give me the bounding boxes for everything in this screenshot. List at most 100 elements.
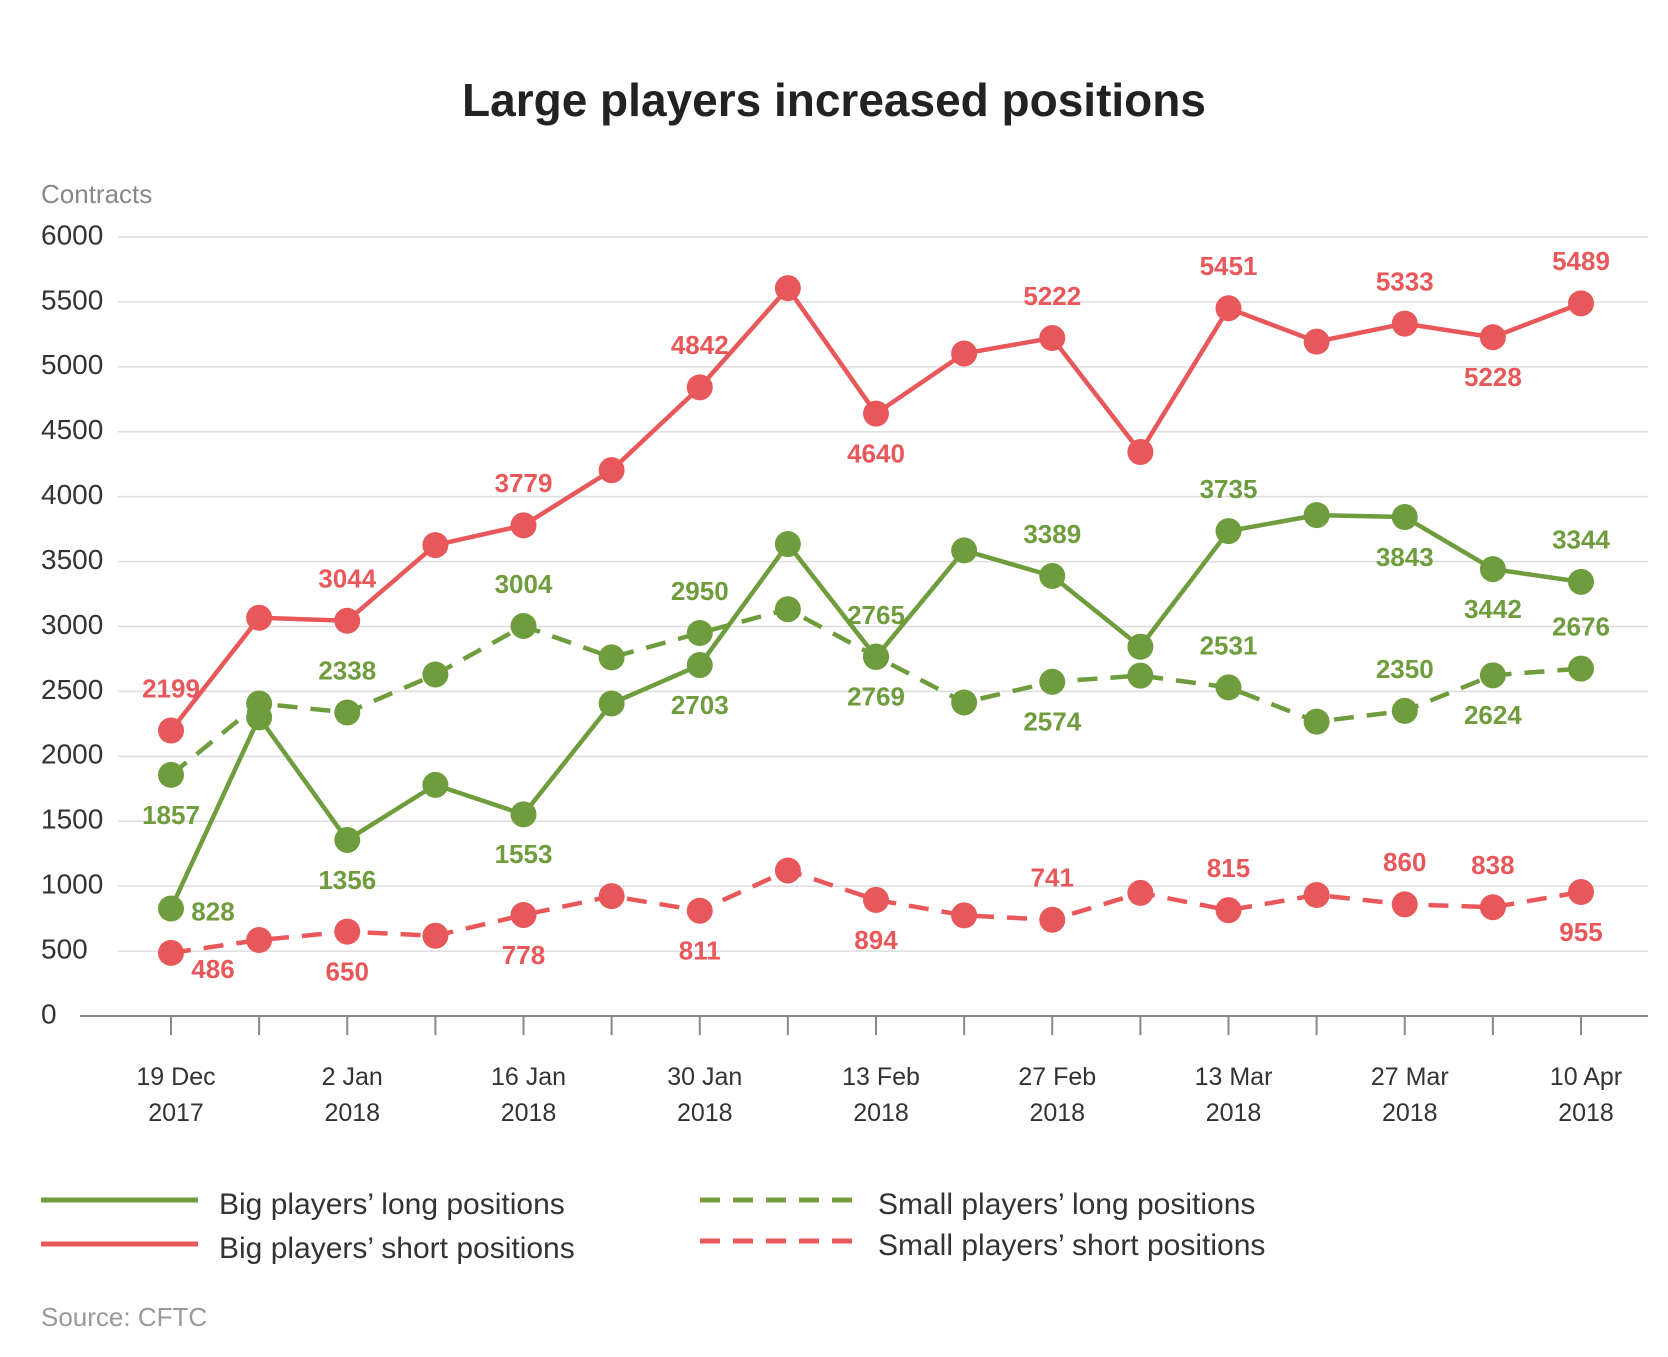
data-point — [951, 537, 978, 564]
data-label: 3389 — [1023, 519, 1081, 549]
data-point — [1127, 662, 1154, 689]
data-point — [951, 340, 978, 367]
data-point — [1127, 439, 1154, 466]
x-tick-label: 30 Jan 2018 — [667, 1063, 743, 1127]
data-point — [1215, 897, 1242, 924]
y-tick-label: 3500 — [41, 544, 103, 575]
data-point — [246, 927, 273, 954]
y-tick-label: 5000 — [41, 349, 103, 380]
data-point — [422, 532, 449, 559]
y-tick-label: 0 — [41, 998, 57, 1029]
data-point — [1479, 556, 1506, 583]
data-point — [1391, 504, 1418, 531]
data-label: 2676 — [1552, 611, 1610, 641]
x-tick-label: 13 Feb 2018 — [842, 1063, 920, 1127]
data-label: 650 — [326, 956, 369, 986]
data-label: 2531 — [1200, 630, 1258, 660]
data-point — [1479, 324, 1506, 351]
data-point — [1303, 328, 1330, 355]
x-tick-label: 13 Mar 2018 — [1194, 1063, 1273, 1127]
x-tick-label: 2 Jan 2018 — [321, 1063, 383, 1127]
data-point — [863, 643, 889, 670]
data-label: 5222 — [1023, 281, 1081, 311]
data-label: 1857 — [142, 800, 200, 830]
series-line — [168, 512, 1582, 910]
data-point — [598, 690, 625, 717]
legend-label: Small players’ long positions — [878, 1188, 1255, 1221]
data-label: 3442 — [1464, 594, 1522, 624]
data-point — [1039, 668, 1066, 695]
data-point — [1391, 310, 1418, 337]
data-point — [1127, 633, 1154, 660]
data-label: 4842 — [671, 330, 729, 360]
legend-label: Big players’ short positions — [219, 1232, 575, 1265]
x-tick-label: 10 Apr 2018 — [1549, 1063, 1623, 1127]
x-tick-label: 16 Jan 2018 — [490, 1063, 567, 1127]
data-point — [1303, 708, 1330, 735]
data-label: 828 — [191, 896, 234, 926]
y-tick-label: 1500 — [41, 804, 103, 835]
y-tick-label: 2500 — [41, 674, 103, 705]
data-label: 2703 — [671, 690, 729, 720]
data-point — [686, 652, 713, 679]
y-tick-label: 2000 — [41, 739, 103, 770]
y-tick-label: 1000 — [41, 869, 103, 900]
data-point — [422, 661, 449, 688]
data-point — [334, 699, 361, 726]
data-point — [1215, 295, 1242, 322]
data-point — [246, 690, 273, 717]
data-point — [1303, 881, 1330, 908]
data-point — [1391, 697, 1418, 724]
series-line — [170, 868, 1582, 956]
data-label: 1356 — [318, 865, 376, 895]
data-point — [686, 374, 713, 401]
data-point — [334, 918, 361, 945]
data-point — [1568, 655, 1594, 682]
data-label: 5333 — [1376, 266, 1434, 296]
data-point — [863, 400, 889, 427]
x-tick-label: 27 Feb 2018 — [1018, 1063, 1097, 1127]
data-point — [1303, 502, 1330, 529]
data-point — [1568, 568, 1594, 595]
data-label: 778 — [502, 940, 545, 970]
data-point — [1479, 662, 1506, 689]
y-tick-label: 4000 — [41, 479, 103, 510]
data-point — [422, 771, 449, 798]
y-axis-label: Contracts — [41, 179, 152, 209]
data-point — [246, 604, 273, 631]
data-label: 815 — [1207, 853, 1250, 883]
data-label: 5228 — [1464, 362, 1522, 392]
data-point — [686, 897, 713, 924]
data-point — [686, 619, 713, 646]
data-label: 3779 — [495, 468, 553, 498]
data-point — [1127, 879, 1154, 906]
source: Source: CFTC — [41, 1302, 207, 1332]
data-point — [863, 886, 889, 913]
data-point — [1039, 325, 1066, 352]
y-tick-label: 6000 — [41, 219, 103, 250]
data-point — [1568, 290, 1594, 317]
data-label: 2769 — [847, 681, 905, 711]
data-label: 5489 — [1552, 246, 1610, 276]
data-point — [158, 895, 184, 922]
data-point — [774, 275, 801, 302]
y-tick-label: 4500 — [41, 414, 103, 445]
data-point — [1479, 894, 1506, 921]
legend-label: Small players’ short positions — [878, 1229, 1265, 1262]
data-point — [1039, 906, 1066, 933]
data-point — [1215, 518, 1242, 545]
data-label: 2950 — [671, 576, 729, 606]
data-point — [158, 717, 184, 744]
data-label: 3344 — [1552, 525, 1610, 555]
data-label: 4640 — [847, 438, 905, 468]
data-label: 2199 — [142, 673, 200, 703]
chart-title: Large players increased positions — [462, 74, 1206, 126]
data-label: 3004 — [495, 569, 553, 599]
data-point — [1215, 674, 1242, 701]
data-point — [422, 922, 449, 949]
data-label: 5451 — [1200, 251, 1258, 281]
data-point — [598, 644, 625, 671]
data-label: 2574 — [1023, 707, 1081, 737]
